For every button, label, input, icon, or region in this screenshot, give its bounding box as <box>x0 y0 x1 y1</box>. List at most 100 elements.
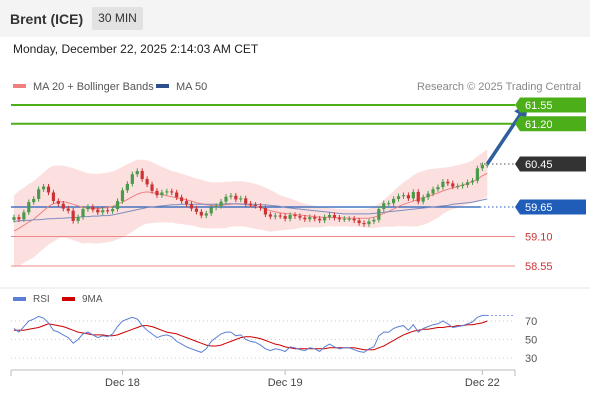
candle-body <box>184 201 189 205</box>
candle-body <box>377 209 381 220</box>
candle-body <box>436 187 440 190</box>
timestamp: Monday, December 22, 2025 2:14:03 AM CET <box>13 42 259 56</box>
candle-body <box>406 195 410 199</box>
price-label: 58.55 <box>525 261 553 273</box>
credit-text: Research © 2025 Trading Central <box>417 81 581 93</box>
candle-body <box>308 217 312 220</box>
candle-body <box>189 204 194 209</box>
candle-body <box>288 215 292 219</box>
candle-body <box>441 181 445 188</box>
candle-body <box>46 186 51 193</box>
candle-body <box>76 217 80 221</box>
candle-body <box>41 186 46 190</box>
candle-body <box>396 196 401 199</box>
candle-body <box>461 184 465 187</box>
candle-body <box>416 191 420 202</box>
candle-body <box>135 171 139 175</box>
candle-body <box>32 198 36 203</box>
x-tick-label: Dec 18 <box>105 377 140 389</box>
header-bar: Brent (ICE) 30 MIN <box>0 0 590 37</box>
candle-body <box>313 217 317 219</box>
candle-body <box>332 215 337 218</box>
candle-body <box>61 203 65 209</box>
candle-body <box>51 192 56 202</box>
candle-body <box>56 201 60 204</box>
candle-body <box>86 206 90 210</box>
candle-body <box>155 190 159 196</box>
candle-body <box>194 208 199 212</box>
candle-body <box>283 216 287 219</box>
price-label: 59.65 <box>525 202 553 214</box>
rsi-legend-label: 9MA <box>82 294 103 305</box>
candle-body <box>239 198 243 200</box>
candle-body <box>392 198 396 204</box>
candle-body <box>22 212 26 220</box>
candle-body <box>37 189 41 199</box>
candle-body <box>111 209 115 212</box>
candle-body <box>12 217 16 220</box>
rsi-legend-swatch <box>62 297 75 301</box>
candle-body <box>91 206 95 210</box>
candle-body <box>421 197 425 202</box>
candle-body <box>318 218 322 221</box>
legend-swatch <box>13 84 26 88</box>
candle-body <box>234 195 238 200</box>
rsi-line <box>13 314 488 353</box>
candle-body <box>209 207 213 214</box>
candle-body <box>66 208 70 211</box>
candle-body <box>106 210 110 212</box>
candle-body <box>357 220 361 224</box>
timeframe-badge[interactable]: 30 MIN <box>92 7 143 30</box>
candle-body <box>101 210 105 213</box>
candle-body <box>125 183 129 191</box>
candle-body <box>362 223 366 225</box>
price-label-box <box>515 199 586 215</box>
candle-body <box>446 181 450 184</box>
candle-body <box>204 213 208 216</box>
rsi-legend-swatch <box>13 297 26 301</box>
candle-body <box>140 171 144 180</box>
candle-body <box>71 210 75 221</box>
candle-body <box>170 191 174 193</box>
price-label: 61.20 <box>525 119 553 131</box>
candle-body <box>253 204 258 206</box>
x-tick-label: Dec 19 <box>268 377 303 389</box>
candle-body <box>456 186 460 188</box>
candle-body <box>130 174 134 184</box>
candle-body <box>160 192 164 196</box>
x-tick-label: Dec 22 <box>465 377 500 389</box>
rsi-legend-label: RSI <box>33 294 50 305</box>
candle-body <box>214 205 218 208</box>
candle-body <box>426 193 430 198</box>
candle-body <box>115 201 120 210</box>
candle-body <box>401 195 406 197</box>
candle-body <box>145 179 149 185</box>
candle-body <box>382 203 386 210</box>
candle-body <box>273 215 277 217</box>
rsi-tick-label: 50 <box>525 335 537 347</box>
candle-body <box>180 197 184 202</box>
candle-body <box>431 189 435 194</box>
candle-body <box>120 190 125 202</box>
candle-body <box>224 196 228 202</box>
price-label-box <box>515 97 586 113</box>
candle-body <box>347 218 351 220</box>
candle-body <box>485 164 489 166</box>
candle-body <box>465 182 470 185</box>
candle-body <box>263 208 268 215</box>
price-label: 59.10 <box>525 231 553 243</box>
candle-body <box>219 201 223 206</box>
candle-body <box>278 215 282 217</box>
candle-body <box>342 218 346 220</box>
candle-body <box>298 216 302 218</box>
candle-body <box>372 219 376 222</box>
candle-body <box>475 168 480 181</box>
candle-body <box>367 221 371 225</box>
rsi-tick-label: 70 <box>525 316 537 328</box>
candle-body <box>249 203 253 205</box>
instrument-title: Brent (ICE) <box>10 11 84 27</box>
candle-body <box>81 209 85 218</box>
candle-body <box>175 192 179 198</box>
candle-body <box>411 191 415 199</box>
legend-swatch <box>156 84 169 88</box>
